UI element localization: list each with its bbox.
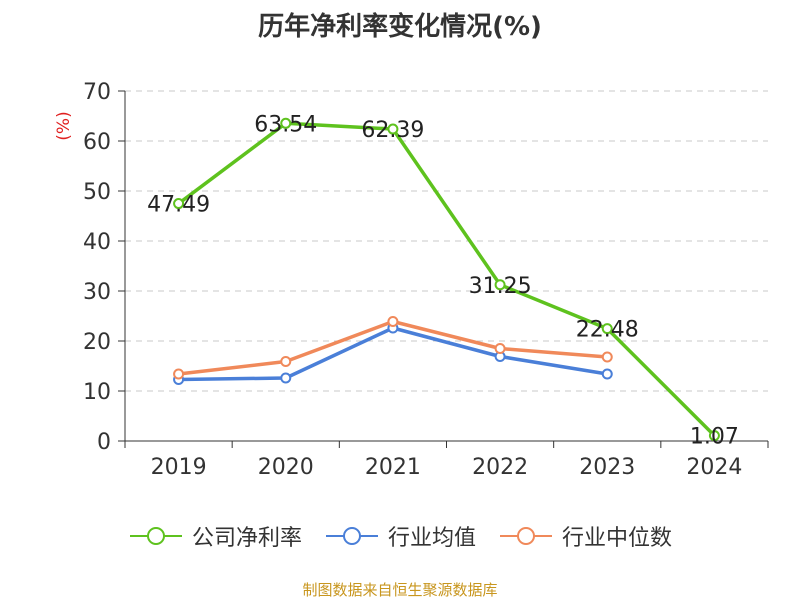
y-tick-label: 60 bbox=[83, 130, 111, 155]
x-tick-label: 2024 bbox=[686, 455, 742, 480]
legend-item-industry-median[interactable]: 行业中位数 bbox=[498, 520, 672, 552]
data-label: 1.07 bbox=[690, 425, 739, 450]
legend-label: 行业中位数 bbox=[562, 526, 673, 551]
y-axis-unit-label: (%) bbox=[54, 111, 74, 140]
legend-label: 行业均值 bbox=[387, 526, 476, 551]
legend-line-marker-icon bbox=[129, 527, 182, 545]
data-point bbox=[387, 123, 399, 135]
data-point bbox=[494, 279, 506, 291]
legend-label: 公司净利率 bbox=[191, 526, 302, 551]
data-source-note: 制图数据来自恒生聚源数据库 bbox=[302, 581, 498, 599]
series-line bbox=[178, 326, 608, 382]
y-tick-label: 0 bbox=[97, 430, 111, 455]
legend-item-company-net-margin[interactable]: 公司净利率 bbox=[128, 520, 302, 552]
y-tick-label: 10 bbox=[83, 380, 111, 405]
data-label: 47.49 bbox=[147, 193, 210, 218]
chart-legend: 公司净利率 行业均值 行业中位数 bbox=[0, 518, 800, 554]
data-point bbox=[280, 117, 292, 129]
x-tick-label: 2020 bbox=[258, 455, 314, 480]
y-tick-label: 40 bbox=[83, 230, 111, 255]
data-point bbox=[601, 351, 613, 363]
data-point bbox=[280, 372, 292, 384]
data-point bbox=[173, 368, 185, 380]
chart-title: 历年净利率变化情况(%) bbox=[258, 12, 542, 42]
data-point bbox=[280, 356, 292, 367]
data-point bbox=[601, 323, 613, 335]
data-label: 63.54 bbox=[254, 112, 317, 137]
data-label: 31.25 bbox=[469, 274, 532, 299]
data-point bbox=[601, 368, 613, 380]
series-line bbox=[177, 121, 716, 437]
data-label: 62.39 bbox=[361, 118, 424, 143]
data-label: 22.48 bbox=[576, 318, 639, 343]
data-point bbox=[387, 316, 399, 327]
data-point bbox=[173, 198, 185, 210]
y-tick-label: 30 bbox=[83, 280, 111, 305]
data-point bbox=[494, 343, 506, 354]
legend-item-industry-mean[interactable]: 行业均值 bbox=[324, 520, 476, 552]
x-tick-label: 2019 bbox=[151, 455, 207, 480]
y-tick-label: 50 bbox=[83, 180, 111, 205]
legend-line-marker-icon bbox=[500, 527, 552, 545]
y-tick-label: 20 bbox=[83, 330, 111, 355]
x-tick-label: 2021 bbox=[365, 455, 421, 480]
data-point bbox=[708, 430, 720, 442]
x-tick-label: 2022 bbox=[472, 455, 528, 480]
legend-line-marker-icon bbox=[325, 527, 378, 545]
x-tick-label: 2023 bbox=[579, 455, 635, 480]
y-tick-label: 70 bbox=[83, 80, 111, 105]
